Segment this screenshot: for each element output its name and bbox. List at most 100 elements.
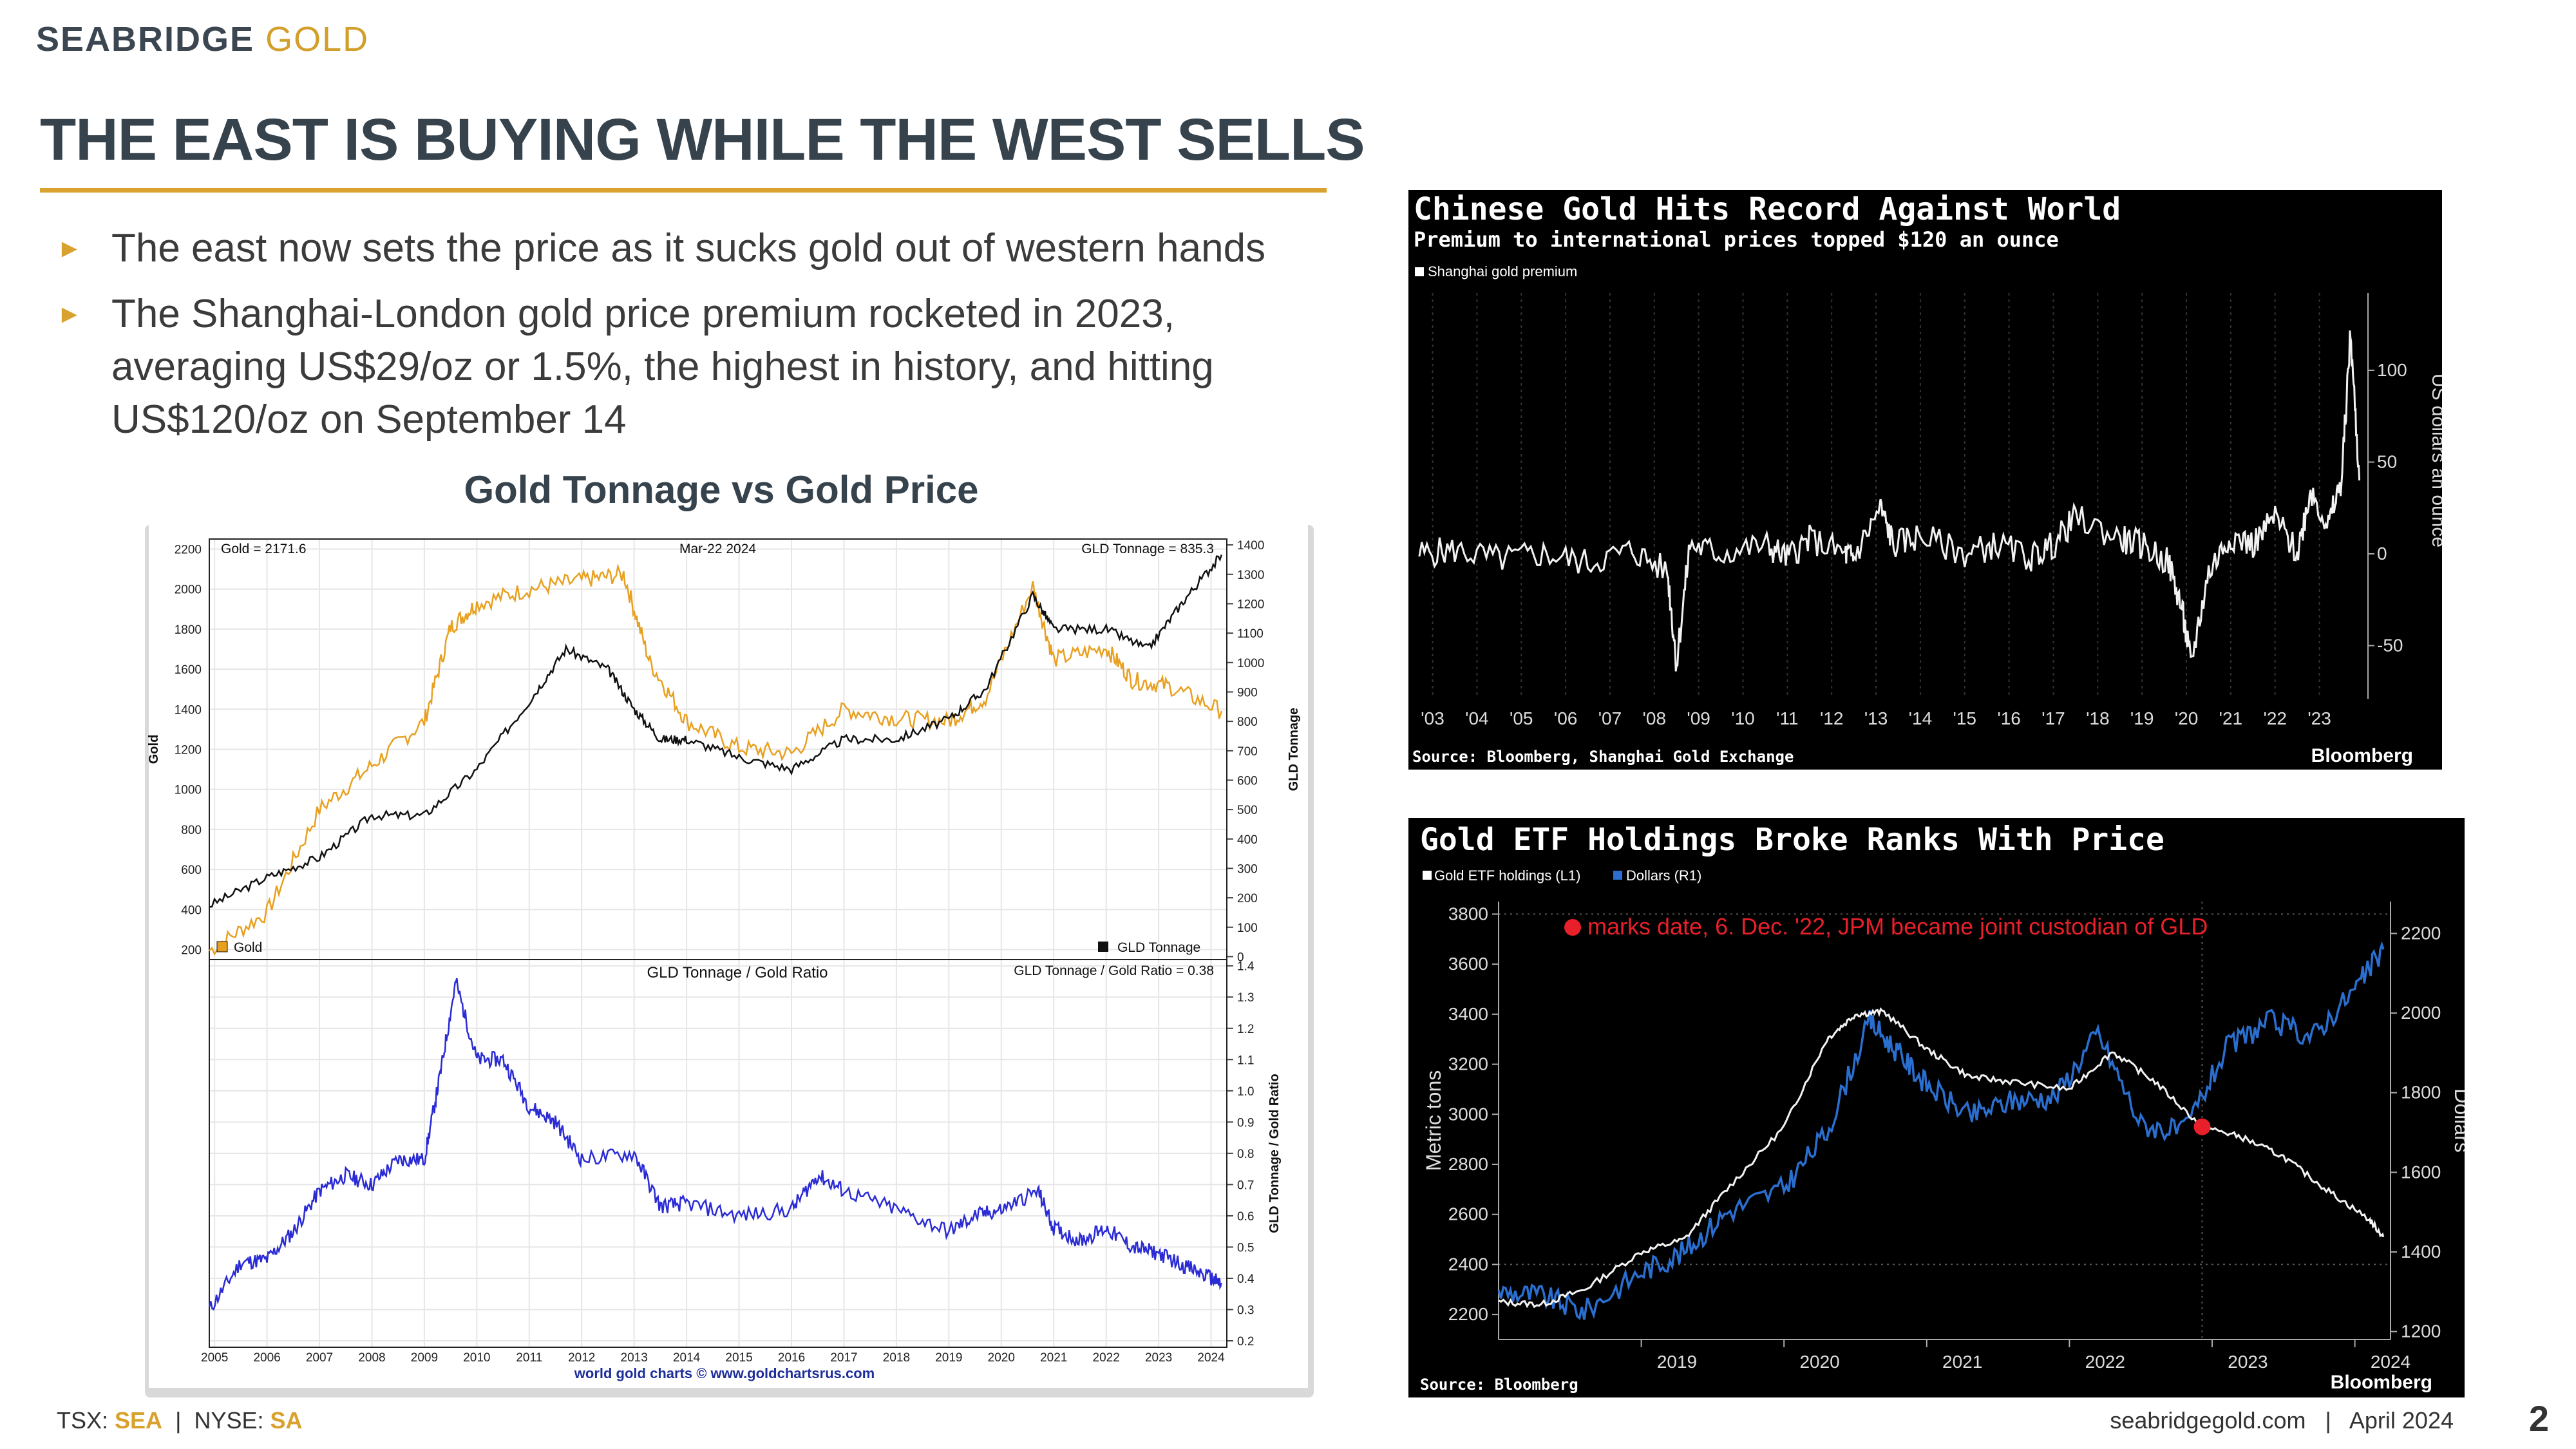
ticker-separator: | <box>175 1407 182 1434</box>
x-tick-label: '08 <box>1643 708 1667 728</box>
ratio-line <box>208 978 1223 1311</box>
y-right-tick-label: 1200 <box>1237 598 1264 611</box>
x-tick-label: 2006 <box>253 1351 280 1365</box>
x-tick-label: 2022 <box>1093 1351 1120 1365</box>
x-tick-label: '03 <box>1421 708 1444 728</box>
chart-background <box>149 525 1308 1388</box>
ratio-panel-title: GLD Tonnage / Gold Ratio <box>647 964 828 981</box>
dollars-line <box>1497 941 2385 1320</box>
x-tick-label: 2011 <box>516 1351 542 1365</box>
x-tick-label: '10 <box>1731 708 1755 728</box>
x-tick-label: 2014 <box>673 1351 701 1365</box>
bullet-list: ► The east now sets the price as it sucks… <box>57 222 1312 459</box>
x-tick-label: 2009 <box>411 1351 438 1365</box>
bullet-item: ► The east now sets the price as it sucks… <box>57 222 1312 275</box>
gold-price-line <box>209 554 1223 908</box>
x-tick-label: '13 <box>1864 708 1888 728</box>
triangle-bullet-icon: ► <box>57 300 82 328</box>
x-tick-label: '06 <box>1554 708 1578 728</box>
title-rule <box>40 188 1327 193</box>
chart-source: Source: Bloomberg, Shanghai Gold Exchang… <box>1412 748 1794 766</box>
x-tick-label: 2018 <box>883 1351 910 1365</box>
y-right-tick-label: 100 <box>1237 922 1258 935</box>
triangle-bullet-icon: ► <box>57 234 82 263</box>
y-left-axis-label: Gold <box>147 735 161 764</box>
y-left-tick-label: 1800 <box>175 623 202 637</box>
x-tick-label: '19 <box>2130 708 2154 728</box>
x-tick-label: 2010 <box>463 1351 490 1365</box>
y-left-axis-label: Metric tons <box>1422 1070 1445 1171</box>
x-tick-label: '11 <box>1776 708 1798 728</box>
x-tick-label: '22 <box>2263 708 2287 728</box>
bullet-text: The Shanghai-London gold price premium r… <box>111 292 1214 442</box>
gld-value-label: GLD Tonnage = 835.3 <box>1081 542 1214 556</box>
tsx-ticker: SEA <box>115 1407 163 1434</box>
legend-label: Shanghai gold premium <box>1428 263 1577 279</box>
page-number: 2 <box>2528 1398 2549 1439</box>
y-left-tick-label: 2400 <box>1448 1254 1488 1274</box>
bullet-item: ► The Shanghai-London gold price premium … <box>57 288 1312 446</box>
y-left-tick-label: 3800 <box>1448 904 1488 923</box>
x-tick-label: '16 <box>1997 708 2021 728</box>
y-right-axis-label: GLD Tonnage <box>1287 708 1301 791</box>
y-right-tick-label: 2000 <box>2401 1003 2441 1023</box>
y-left-tick-label: 2200 <box>175 544 202 557</box>
y-right-tick-label: 0.4 <box>1237 1273 1255 1286</box>
gold-chart-title: Gold Tonnage vs Gold Price <box>464 468 979 511</box>
bottom-panel-border <box>209 959 1227 1348</box>
y-right-tick-label: 700 <box>1237 745 1258 759</box>
page-title: THE EAST IS BUYING WHILE THE WEST SELLS <box>40 107 1365 173</box>
chart-credit: world gold charts © www.goldchartsrus.co… <box>574 1365 875 1381</box>
y-left-tick-label: 3600 <box>1448 954 1488 974</box>
x-tick-label: 2021 <box>1942 1352 1982 1372</box>
legend-etf-label: Gold ETF holdings (L1) <box>1434 867 1580 884</box>
x-tick-label: 2012 <box>568 1351 595 1365</box>
y-right-tick-label: 400 <box>1237 833 1258 847</box>
bloomberg-brand: Bloomberg <box>2311 745 2413 766</box>
y-right-tick-label: 0.7 <box>1237 1179 1254 1192</box>
y-right-tick-label: 1100 <box>1237 627 1264 641</box>
x-tick-label: '04 <box>1465 708 1489 728</box>
gld-tonnage-line <box>209 563 1223 956</box>
y-right-tick-label: 0 <box>1237 951 1244 964</box>
bullet-text: The east now sets the price as it sucks … <box>111 226 1266 270</box>
y-right-axis-label: Dollars <box>2450 1088 2465 1153</box>
y-left-tick-label: 2800 <box>1448 1154 1488 1174</box>
nyse-label: NYSE: <box>194 1407 264 1434</box>
y-left-tick-label: 3000 <box>1448 1104 1488 1124</box>
shanghai-premium-chart: Chinese Gold Hits Record Against WorldPr… <box>1408 190 2442 770</box>
chart-background <box>1408 818 2465 1397</box>
y-left-tick-label: 1200 <box>175 744 202 757</box>
x-tick-label: '09 <box>1687 708 1710 728</box>
x-tick-label: '21 <box>2219 708 2243 728</box>
y-right-tick-label: 800 <box>1237 715 1258 729</box>
chart-title: Chinese Gold Hits Record Against World <box>1414 191 2121 227</box>
y-tick-label: -50 <box>2377 636 2403 656</box>
y-left-tick-label: 2000 <box>175 583 202 597</box>
y-left-tick-label: 2200 <box>1448 1304 1488 1324</box>
x-tick-label: 2015 <box>725 1351 752 1365</box>
ratio-axis-label: GLD Tonnage / Gold Ratio <box>1267 1074 1282 1233</box>
y-left-tick-label: 1000 <box>175 784 202 797</box>
x-tick-label: 2005 <box>201 1351 228 1365</box>
x-tick-label: 2019 <box>1657 1352 1697 1372</box>
y-right-tick-label: 1400 <box>1237 539 1264 553</box>
y-tick-label: 0 <box>2377 544 2387 564</box>
y-axis-label: US dollars an ounce <box>2428 374 2442 547</box>
x-tick-label: 2020 <box>1799 1352 1839 1372</box>
tsx-label: TSX: <box>57 1407 109 1434</box>
chart-title: Gold ETF Holdings Broke Ranks With Price <box>1420 822 2164 858</box>
y-right-tick-label: 0.3 <box>1237 1303 1254 1317</box>
y-tick-label: 100 <box>2377 360 2407 380</box>
x-tick-label: 2022 <box>2085 1352 2125 1372</box>
y-left-tick-label: 400 <box>181 904 202 917</box>
y-left-tick-label: 3400 <box>1448 1004 1488 1024</box>
legend-gld-swatch <box>1098 942 1108 952</box>
bloomberg-brand: Bloomberg <box>2331 1372 2432 1393</box>
y-tick-label: 50 <box>2377 452 2397 472</box>
site-date: seabridgegold.com | April 2024 <box>2110 1407 2454 1434</box>
date-label: Mar-22 2024 <box>679 542 756 556</box>
x-tick-label: '05 <box>1510 708 1533 728</box>
y-right-tick-label: 2200 <box>2401 923 2441 943</box>
gold-etf-chart: Gold ETF Holdings Broke Ranks With Price… <box>1408 818 2465 1397</box>
